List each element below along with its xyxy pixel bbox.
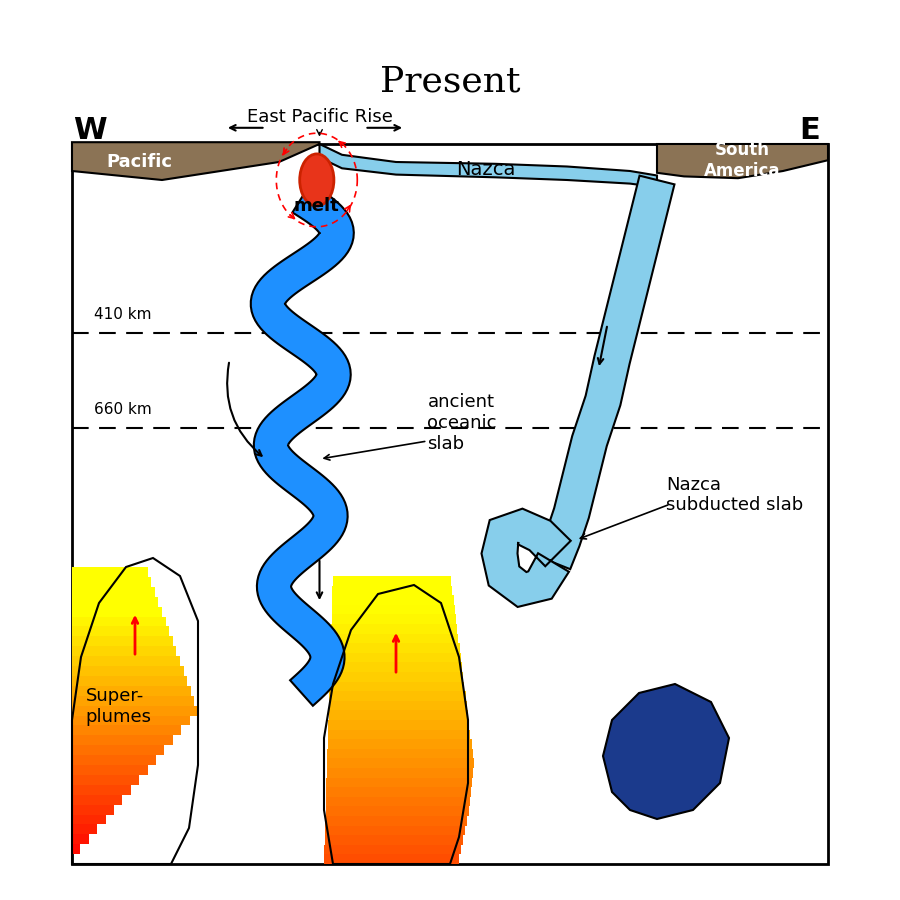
Polygon shape: [326, 806, 469, 816]
Polygon shape: [72, 825, 828, 831]
Polygon shape: [72, 814, 105, 824]
Polygon shape: [72, 802, 828, 806]
Polygon shape: [329, 681, 464, 691]
Polygon shape: [72, 835, 828, 840]
Text: 660 km: 660 km: [94, 401, 152, 417]
Polygon shape: [72, 626, 169, 636]
Polygon shape: [72, 806, 828, 811]
Polygon shape: [330, 652, 461, 662]
Polygon shape: [251, 184, 354, 706]
Polygon shape: [332, 595, 454, 605]
Polygon shape: [328, 720, 469, 730]
Polygon shape: [328, 739, 472, 749]
Polygon shape: [72, 666, 184, 676]
Polygon shape: [328, 730, 471, 739]
Polygon shape: [72, 745, 165, 755]
Polygon shape: [326, 788, 472, 796]
Polygon shape: [72, 607, 162, 616]
Polygon shape: [72, 796, 828, 802]
Text: ancient
oceanic
slab: ancient oceanic slab: [428, 393, 497, 453]
Text: Present: Present: [380, 64, 520, 98]
Polygon shape: [72, 676, 187, 686]
Polygon shape: [325, 835, 464, 845]
Polygon shape: [332, 586, 453, 595]
Polygon shape: [72, 824, 97, 834]
Polygon shape: [320, 144, 657, 187]
Polygon shape: [72, 735, 173, 745]
Text: South
America: South America: [704, 140, 781, 180]
Polygon shape: [536, 176, 674, 569]
FancyBboxPatch shape: [72, 144, 828, 864]
Polygon shape: [330, 644, 460, 652]
Polygon shape: [331, 634, 458, 643]
Polygon shape: [603, 684, 729, 819]
Polygon shape: [72, 616, 166, 626]
Polygon shape: [72, 587, 155, 597]
Polygon shape: [72, 775, 140, 785]
Polygon shape: [72, 840, 828, 845]
Polygon shape: [72, 845, 828, 850]
Polygon shape: [72, 831, 828, 835]
Polygon shape: [72, 811, 828, 816]
Polygon shape: [328, 701, 467, 710]
Polygon shape: [482, 508, 571, 607]
Polygon shape: [332, 605, 454, 615]
Polygon shape: [72, 636, 173, 646]
Polygon shape: [72, 819, 828, 864]
Polygon shape: [331, 615, 456, 624]
Polygon shape: [72, 725, 181, 735]
Polygon shape: [72, 785, 130, 795]
Polygon shape: [72, 765, 148, 775]
Text: Pacific: Pacific: [106, 153, 173, 171]
Polygon shape: [72, 795, 122, 805]
Polygon shape: [325, 816, 467, 825]
Polygon shape: [324, 845, 462, 854]
Polygon shape: [72, 854, 828, 859]
Text: E: E: [799, 116, 821, 145]
Polygon shape: [324, 854, 459, 864]
Text: Super-
plumes: Super- plumes: [86, 687, 151, 726]
Ellipse shape: [300, 154, 334, 206]
Polygon shape: [328, 749, 472, 759]
Polygon shape: [72, 821, 828, 825]
Polygon shape: [72, 686, 191, 696]
Polygon shape: [72, 792, 828, 796]
Polygon shape: [328, 710, 468, 720]
Polygon shape: [72, 696, 194, 706]
Polygon shape: [72, 706, 198, 716]
Polygon shape: [329, 672, 464, 681]
Polygon shape: [331, 624, 457, 634]
Text: Nazca: Nazca: [456, 159, 516, 179]
Polygon shape: [327, 778, 472, 788]
Polygon shape: [72, 850, 828, 854]
Polygon shape: [72, 844, 80, 854]
Polygon shape: [327, 759, 474, 768]
Polygon shape: [72, 816, 828, 821]
Text: melt: melt: [294, 197, 339, 215]
Polygon shape: [657, 144, 828, 178]
Polygon shape: [72, 646, 176, 656]
Polygon shape: [325, 825, 465, 835]
Text: East Pacific Rise: East Pacific Rise: [247, 108, 392, 126]
Text: Nazca
subducted slab: Nazca subducted slab: [666, 475, 803, 515]
Polygon shape: [327, 768, 473, 778]
Polygon shape: [72, 860, 828, 864]
Polygon shape: [72, 656, 180, 666]
Polygon shape: [330, 662, 462, 672]
Text: W: W: [73, 116, 107, 145]
Text: 410 km: 410 km: [94, 307, 152, 322]
Polygon shape: [333, 576, 451, 586]
Polygon shape: [72, 577, 151, 587]
Polygon shape: [72, 567, 148, 577]
Polygon shape: [72, 597, 158, 607]
Polygon shape: [72, 755, 156, 765]
Polygon shape: [72, 805, 114, 814]
Polygon shape: [329, 691, 465, 701]
Polygon shape: [326, 796, 470, 806]
Polygon shape: [72, 716, 190, 725]
Polygon shape: [72, 142, 320, 180]
Polygon shape: [72, 834, 89, 844]
